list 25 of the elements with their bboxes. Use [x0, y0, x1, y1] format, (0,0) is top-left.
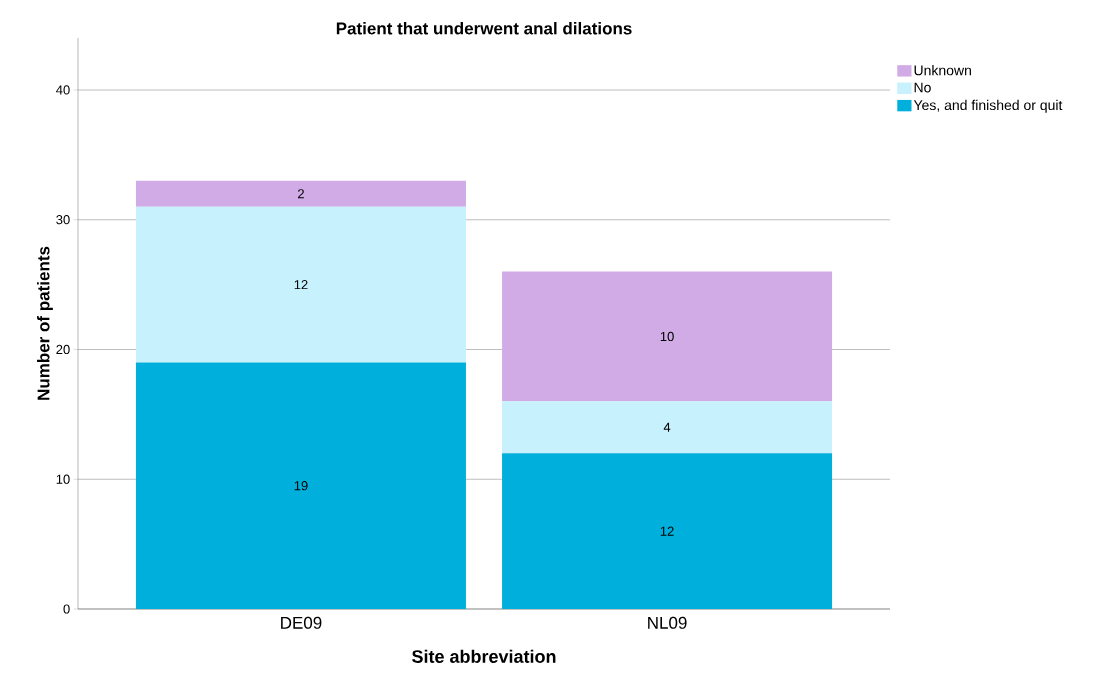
data-label: 10	[660, 331, 674, 342]
data-label: 4	[663, 422, 671, 432]
legend-label: Unknown	[914, 65, 971, 76]
data-label: 2	[298, 189, 304, 199]
y-tick-label: 20	[56, 344, 70, 355]
data-label: 12	[294, 280, 308, 290]
legend-label: Yes, and finished or quit	[913, 99, 1063, 113]
y-tick-label: 40	[56, 85, 70, 95]
bar	[135, 206, 466, 363]
bar	[502, 453, 833, 609]
bar	[135, 180, 466, 207]
y-tick-label: 30	[56, 215, 70, 225]
bar	[135, 362, 466, 609]
chart-title: Patient that underwent anal dilations	[336, 21, 632, 35]
x-tick-label: NL09	[648, 616, 687, 629]
y-tick-label: 0	[63, 604, 70, 614]
x-axis-title: Site abbreviation	[412, 649, 556, 663]
data-label: 19	[294, 481, 308, 491]
y-axis-title: Number of patients	[37, 246, 53, 400]
data-label: 12	[660, 526, 674, 536]
bar	[502, 271, 833, 402]
y-tick-label: 10	[56, 474, 70, 484]
legend-label: No	[914, 82, 931, 93]
x-tick-label: DE09	[281, 616, 322, 629]
bar	[502, 401, 833, 454]
